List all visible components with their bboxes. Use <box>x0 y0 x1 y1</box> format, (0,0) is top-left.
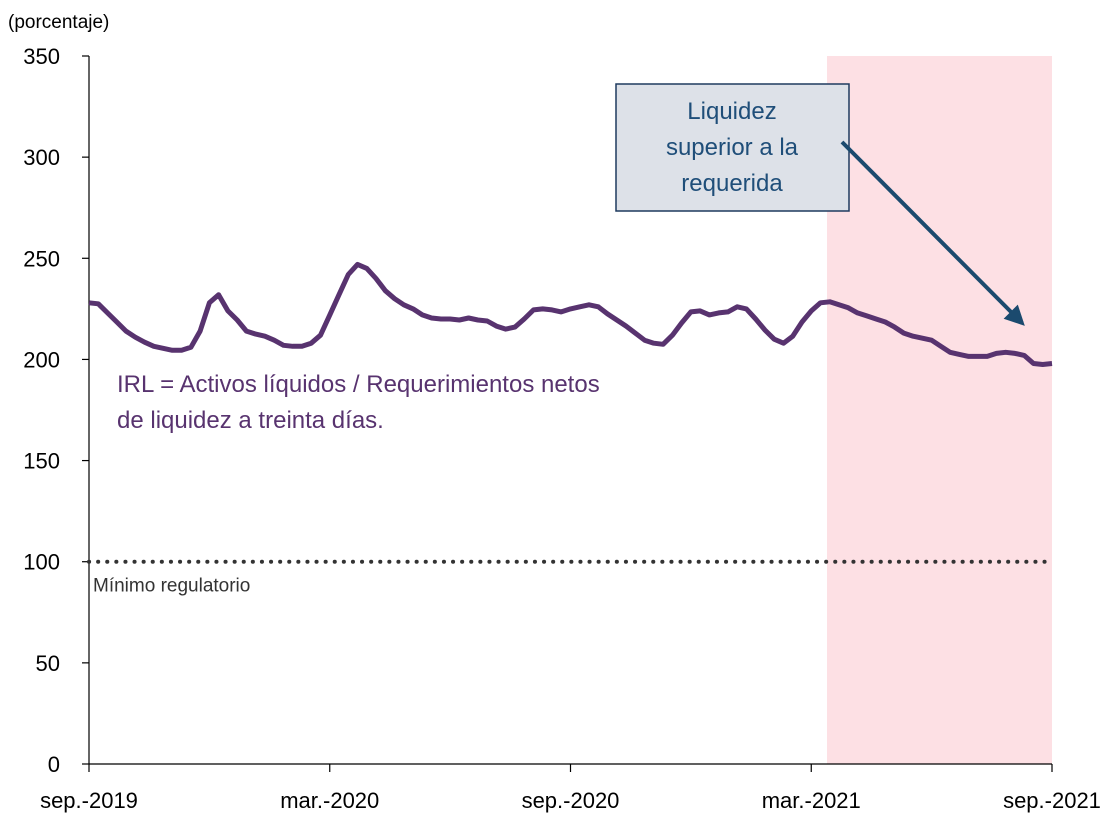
y-tick-label: 100 <box>23 550 60 575</box>
y-tick-label: 0 <box>48 752 60 777</box>
y-tick-label: 50 <box>36 651 60 676</box>
y-axis-label: (porcentaje) <box>8 12 109 33</box>
data-line <box>88 261 1053 367</box>
y-tick-label: 300 <box>23 145 60 170</box>
x-tick-label: sep.-2021 <box>1003 788 1101 813</box>
formula-note: IRL = Activos líquidos / Requerimientos … <box>117 371 600 398</box>
y-tick-label: 350 <box>23 44 60 69</box>
y-tick-label: 150 <box>23 449 60 474</box>
callout-text: Liquidez <box>687 98 776 125</box>
callout-text: superior a la <box>666 134 799 161</box>
callout-arrow <box>840 140 1025 326</box>
callout-box <box>615 83 850 212</box>
x-tick-label: mar.-2021 <box>762 788 861 813</box>
x-tick-label: sep.-2019 <box>40 788 138 813</box>
shaded-region <box>826 56 1052 764</box>
x-tick-label: sep.-2020 <box>522 788 620 813</box>
y-tick-label: 250 <box>23 246 60 271</box>
formula-note: de liquidez a treinta días. <box>117 407 384 434</box>
callout-text: requerida <box>681 170 783 197</box>
y-tick-label: 200 <box>23 347 60 372</box>
reference-label: Mínimo regulatorio <box>93 576 250 597</box>
x-tick-label: mar.-2020 <box>280 788 379 813</box>
